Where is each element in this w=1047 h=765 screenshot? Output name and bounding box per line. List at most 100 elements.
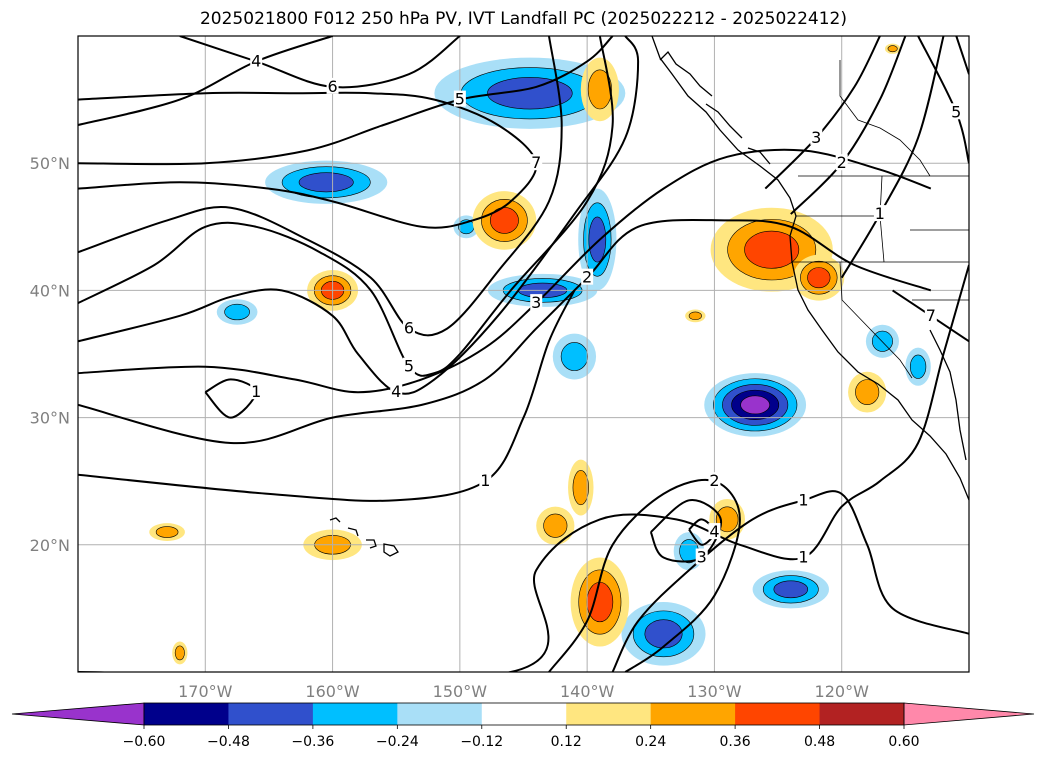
pv-contour-label-bg [581,268,594,285]
colorbar-segment [566,703,652,725]
pv-contour-line [764,36,881,190]
pv-contour-label: 2 [709,471,719,490]
pv-contour-label: 1 [251,382,261,401]
ivt-anomaly-blob [224,303,250,321]
ivt-anomaly-blob [807,267,831,289]
colorbar-tick-label: 0.24 [635,734,666,750]
x-tick-label: 130°W [687,682,742,701]
pv-contour-label: 3 [697,548,707,567]
pv-contour-line [78,36,640,395]
ivt-anomaly-blob [855,379,880,405]
pv-contour-label-bg [835,154,848,171]
hawaii-islands [329,517,399,557]
colorbar-segment [819,703,905,725]
x-tick-label: 150°W [433,682,488,701]
pv-contour-label: 3 [531,293,541,312]
pv-contour-label-bg [402,357,415,374]
pv-contour-label: 4 [391,382,401,401]
chart-title: 2025021800 F012 250 hPa PV, IVT Landfall… [199,9,847,29]
pv-contour-label-bg [326,77,339,94]
x-tick-label: 140°W [560,682,615,701]
pv-contour-label: 1 [480,471,490,490]
colorbar-under-triangle [11,702,145,726]
ivt-anomaly-blob [298,172,354,193]
pv-contour-label-bg [797,491,810,508]
x-tick-label: 170°W [178,682,233,701]
ivt-anomaly-blob [155,526,179,538]
ivt-anomaly-blob [740,395,771,415]
pv-contour-line [78,36,614,166]
pv-contour-line [78,289,576,502]
colorbar-segment [481,703,567,725]
x-tick-label: 160°W [305,682,360,701]
pv-contour-label: 5 [404,357,414,376]
colorbar: −0.60 −0.48 −0.36 −0.24 −0.12 0.12 0.24 0.36 0.4… [11,702,1035,750]
pv-contour-label-bg [453,90,466,107]
colorbar-segment [650,703,736,725]
ivt-anomaly-blob [487,77,573,110]
colorbar-frame [143,702,905,726]
pv-contour-line [955,36,969,75]
pv-contour-label: 2 [837,153,847,172]
ivt-anomaly-blob [887,45,898,53]
y-tick-label: 50°N [30,154,70,173]
ivt-anomaly-blob [174,645,185,661]
x-tick-label: 120°W [815,682,870,701]
colorbar-segment [735,703,821,725]
pv-contour-label: 2 [582,268,592,287]
pv-contour-label: 5 [455,90,465,109]
colorbar-tick-label: −0.12 [460,734,503,750]
pv-contour-label-bg [873,205,886,222]
pv-contour-line [649,499,722,563]
colorbar-segment [144,703,229,725]
colorbar-over-triangle [903,702,1035,726]
ivt-anomaly-blob [909,354,927,379]
ivt-anomaly-blob [586,581,614,623]
pv-contour-label-bg [530,294,543,311]
pv-contour-line [78,91,538,229]
y-tick-label: 40°N [30,281,70,300]
colorbar-tick-label: −0.36 [291,734,334,750]
ivt-anomaly-blob [543,513,568,538]
pv-contour-label-bg [530,154,543,171]
canada-us-border [798,60,969,177]
colorbar-tick-label: 0.60 [888,734,919,750]
pv-contour-label-bg [924,306,937,323]
pv-contour-label: 7 [926,306,936,325]
pv-contour-label: 3 [811,128,821,147]
y-tick-label: 30°N [30,409,70,428]
pv-contour-label: 7 [531,153,541,172]
pv-contour-label-bg [708,523,721,540]
map-background [78,36,969,672]
pv-contour-label: 6 [327,77,337,96]
ivt-anomaly-blob [572,470,589,506]
colorbar-segment [397,703,483,725]
pv-contour-label: 6 [404,319,414,338]
x-axis-ticks: 170°W 160°W 150°W 140°W 130°W 120°W [178,682,869,701]
pv-contour-label-bg [810,128,823,145]
y-tick-label: 20°N [30,536,70,555]
y-axis-ticks: 20°N 30°N 40°N 50°N [30,154,70,555]
pv-contour-line [840,36,945,279]
baja-gulf-coast [929,329,967,461]
pv-contour-label-bg [797,548,810,565]
pv-contour-label-bg [708,472,721,489]
colorbar-segment [312,703,398,725]
pv-contour-label-bg [402,319,415,336]
pv-contour-label: 1 [798,548,808,567]
pv-contour-label: 5 [951,102,961,121]
pv-contour-label: 1 [798,490,808,509]
pv-contour-label-bg [695,548,708,565]
pv-contour-label: 4 [709,522,719,541]
ivt-anomaly-blob [744,230,800,269]
ivt-anomaly-blob [587,69,612,110]
colorbar-tick-label: −0.60 [123,734,166,750]
pv-contour-label-bg [250,52,263,69]
pv-contour-line [790,36,907,215]
colorbar-tick-label: −0.48 [207,734,250,750]
colorbar-segment [228,703,314,725]
pv-contour-line [78,36,333,126]
pv-contour-label-bg [250,383,263,400]
